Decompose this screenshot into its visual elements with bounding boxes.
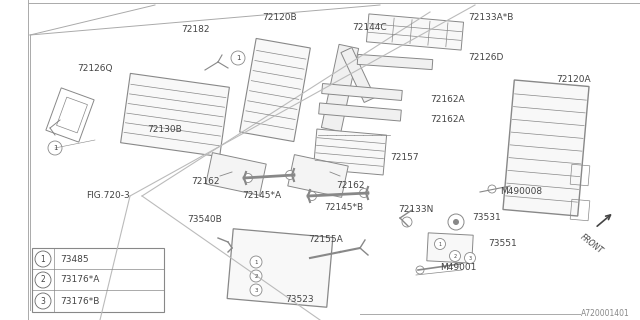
- Text: 72162: 72162: [191, 178, 220, 187]
- Polygon shape: [503, 80, 589, 216]
- Text: 72145*B: 72145*B: [324, 204, 364, 212]
- Polygon shape: [427, 233, 473, 263]
- Polygon shape: [227, 229, 333, 307]
- Circle shape: [360, 188, 369, 197]
- Text: 1: 1: [52, 145, 57, 151]
- Text: 72162A: 72162A: [430, 116, 465, 124]
- Circle shape: [453, 219, 459, 225]
- Text: 72182: 72182: [180, 26, 209, 35]
- Circle shape: [231, 51, 245, 65]
- Polygon shape: [367, 14, 463, 50]
- Polygon shape: [319, 103, 401, 121]
- Text: 1: 1: [236, 55, 240, 61]
- Text: 73551: 73551: [488, 239, 516, 249]
- Text: 3: 3: [254, 287, 258, 292]
- Circle shape: [416, 266, 424, 274]
- Text: 72120A: 72120A: [556, 76, 591, 84]
- Circle shape: [285, 171, 294, 180]
- Text: 3: 3: [468, 255, 472, 260]
- Text: 73176*A: 73176*A: [60, 276, 99, 284]
- Text: 72126D: 72126D: [468, 53, 504, 62]
- Circle shape: [448, 214, 464, 230]
- Text: 2: 2: [40, 276, 45, 284]
- Text: 72126Q: 72126Q: [77, 63, 113, 73]
- Text: 73485: 73485: [60, 254, 88, 263]
- Text: M49001: M49001: [440, 263, 476, 273]
- Polygon shape: [239, 38, 310, 141]
- Text: 72145*A: 72145*A: [243, 190, 282, 199]
- Text: FIG.720-3: FIG.720-3: [86, 191, 130, 201]
- Text: 1: 1: [40, 254, 45, 263]
- Circle shape: [48, 141, 62, 155]
- Polygon shape: [357, 54, 433, 70]
- Text: 72162: 72162: [336, 181, 365, 190]
- Text: 2: 2: [254, 274, 258, 278]
- Text: 72144C: 72144C: [352, 23, 387, 33]
- Polygon shape: [288, 155, 348, 197]
- Circle shape: [250, 270, 262, 282]
- Polygon shape: [120, 73, 229, 156]
- Text: 72130B: 72130B: [148, 125, 182, 134]
- Text: 73531: 73531: [472, 213, 500, 222]
- Text: 73176*B: 73176*B: [60, 297, 99, 306]
- Text: 72162A: 72162A: [430, 95, 465, 105]
- Text: 72133A*B: 72133A*B: [468, 13, 513, 22]
- Text: 73540B: 73540B: [188, 215, 222, 225]
- Circle shape: [488, 185, 496, 193]
- Circle shape: [402, 217, 412, 227]
- Polygon shape: [341, 48, 375, 102]
- Circle shape: [435, 238, 445, 250]
- Bar: [32, 248, 164, 312]
- Text: FRONT: FRONT: [579, 232, 605, 255]
- Circle shape: [307, 191, 317, 201]
- Text: 72155A: 72155A: [308, 236, 344, 244]
- Polygon shape: [206, 153, 266, 196]
- Circle shape: [465, 252, 476, 263]
- Text: 72120B: 72120B: [262, 13, 298, 22]
- Circle shape: [250, 284, 262, 296]
- Text: A720001401: A720001401: [581, 309, 630, 318]
- Text: M490008: M490008: [500, 188, 542, 196]
- Text: 1: 1: [254, 260, 258, 265]
- Text: 2: 2: [453, 253, 456, 259]
- Text: 1: 1: [438, 242, 442, 246]
- Polygon shape: [321, 44, 358, 132]
- Circle shape: [449, 251, 461, 261]
- Circle shape: [250, 256, 262, 268]
- Text: 3: 3: [40, 297, 45, 306]
- Text: 72133N: 72133N: [398, 205, 433, 214]
- Text: 72157: 72157: [390, 154, 419, 163]
- Polygon shape: [314, 129, 387, 175]
- Circle shape: [243, 173, 253, 182]
- Polygon shape: [322, 84, 403, 100]
- Text: 73523: 73523: [285, 295, 314, 305]
